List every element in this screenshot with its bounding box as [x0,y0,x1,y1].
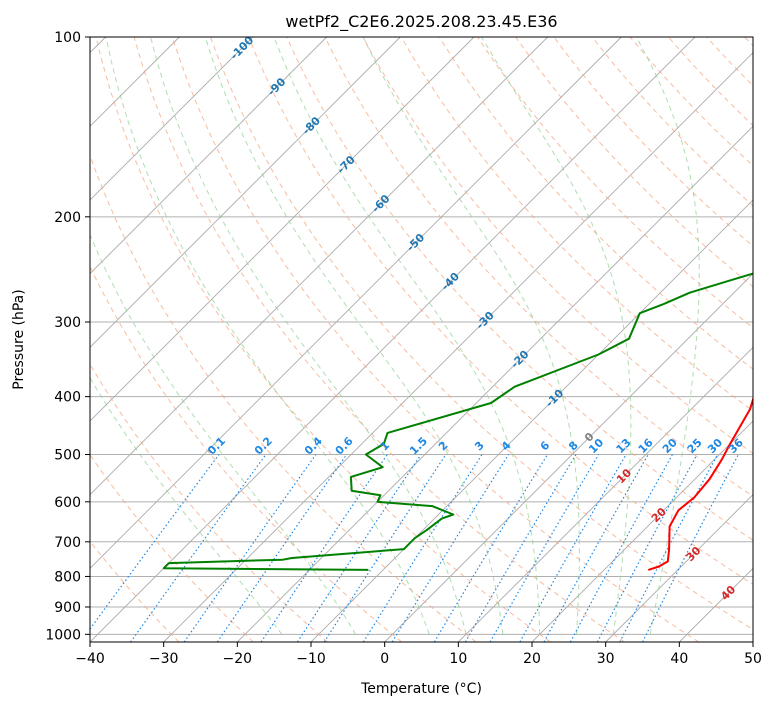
mixing-ratio-label: 3 [472,439,487,454]
mixing-ratio-line [489,454,600,642]
y-tick-label: 600 [54,495,81,511]
dry-adiabat-line [324,37,753,498]
mixing-ratio-label: 36 [726,436,746,456]
dry-adiabat-line [90,453,254,642]
chart-title: wetPf2_C2E6.2025.208.23.45.E36 [285,12,557,32]
y-tick-label: 300 [54,315,81,331]
temperature-profile-line [647,396,753,571]
mixing-ratio-label: 25 [685,436,705,456]
axes: −40 −30 −20 −10 0 10 20 30 40 50 100 200 300 400 500 60… [45,30,762,667]
mixing-ratio-label: 30 [705,436,725,456]
dry-adiabat-line [400,37,753,412]
y-tick-label: 100 [54,30,81,46]
x-tick-label: 0 [380,651,389,667]
moist-adiabat-line [204,37,504,635]
dry-adiabat-line [668,37,753,127]
dry-adiabat-line [95,37,551,642]
dry-adiabat-line [90,265,403,642]
y-tick-label: 800 [54,569,81,585]
isotherm-line [605,494,753,642]
moist-adiabat-line [90,376,283,635]
mixing-ratio-line [464,454,577,642]
dry-adiabat-line [438,37,753,370]
dry-adiabat-line [553,37,753,247]
x-tick-label: 40 [670,651,688,667]
mixing-ratio-line [596,454,698,642]
mixing-ratio-line [642,454,739,642]
isotherm-line [90,37,696,642]
mixing-ratio-line [391,454,510,642]
moist-adiabat-line [481,37,632,635]
y-tick-label: 700 [54,535,81,551]
y-tick-label: 400 [54,390,81,406]
mixing-ratio-label: 1 [378,439,393,454]
dry-adiabat-line [362,37,753,455]
mixing-ratio-line [183,454,317,642]
moist-adiabat-line [273,37,541,635]
dry-adiabat-line [591,37,753,207]
moist-adiabat-line [362,37,580,635]
x-tick-label: −20 [223,651,253,667]
mixing-ratio-line [433,454,549,642]
mixing-ratio-line [362,454,483,642]
dry-adiabat-line [210,37,753,631]
x-tick-label: −30 [149,651,179,667]
x-tick-label: 50 [744,651,762,667]
isotherm-line [90,37,401,348]
dry-adiabat-line [477,37,753,329]
moist-adiabat-line [635,37,700,635]
mixing-ratio-label: 6 [538,438,553,453]
mixing-ratio-line [216,454,348,642]
dry-adiabat-line [286,37,753,541]
mixing-ratio-line [296,454,422,642]
y-tick-label: 1000 [45,627,81,643]
isotherm-line [458,346,753,642]
mixing-ratio-line [519,454,627,642]
isotherm-line [384,273,753,642]
isotherm-line [90,37,327,275]
dry-adiabat-line [90,153,477,642]
x-tick-label: 10 [449,651,467,667]
isotherm-line [90,37,548,496]
mixing-ratio-line [260,454,388,642]
moist-adiabat-line [105,37,430,635]
dewpoint-profile-line [162,272,753,571]
dry-adiabat-line [629,37,753,167]
y-tick-label: 500 [54,448,81,464]
x-tick-label: 20 [523,651,541,667]
mixing-ratio-label: 16 [636,436,656,456]
dry-adiabat-line [744,37,753,47]
isotherm-line [90,37,254,201]
dry-adiabat-line [706,37,753,87]
dry-adiabat-line [515,37,753,288]
dry-adiabat-line [90,363,328,642]
y-axis-label: Pressure (hPa) [11,289,27,389]
mixing-ratio-line [619,454,719,642]
data-layer [162,272,753,571]
mixing-ratio-line [130,454,267,642]
dry-adiabat-line [133,37,625,642]
dry-adiabat-line [171,37,700,642]
x-axis-label: Temperature (°C) [360,681,482,697]
isotherm-line [90,37,475,422]
background-lines [90,37,753,642]
isotherm-line [752,641,753,642]
mixing-ratio-label: 20 [660,436,680,456]
mixing-ratio-label: 8 [566,439,581,454]
x-tick-label: −40 [75,651,105,667]
mixing-ratio-line [323,454,447,642]
moist-adiabat-line [90,233,356,635]
isotherm-line [237,125,753,642]
isotherm-line [90,37,622,569]
mixing-ratio-line [90,454,220,630]
isotherm-line [163,52,753,642]
x-tick-label: −10 [296,651,326,667]
mixing-ratio-label: 4 [499,438,514,453]
x-tick-label: 30 [597,651,615,667]
y-tick-label: 900 [54,600,81,616]
plot-frame [89,36,754,643]
y-tick-label: 200 [54,210,81,226]
isotherm-line [531,420,753,642]
